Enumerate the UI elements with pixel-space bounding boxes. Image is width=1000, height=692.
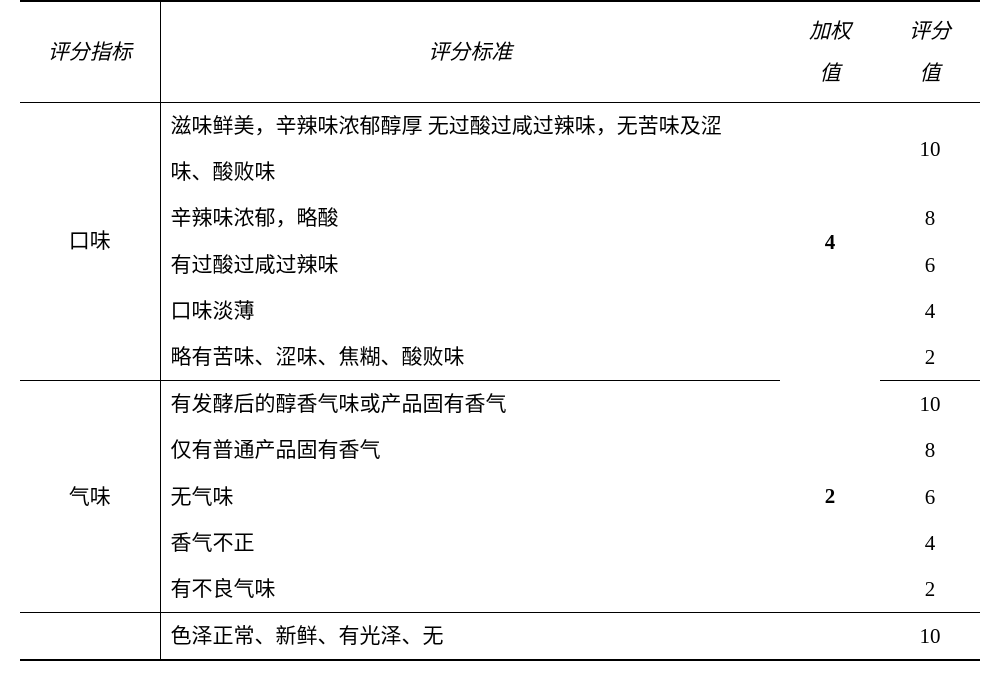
score-cell: 6 [880, 474, 980, 520]
criteria-cell: 味、酸败味 [160, 149, 780, 195]
category-cell: 气味 [20, 381, 160, 613]
header-score: 评分 值 [880, 1, 980, 103]
header-score-line1: 评分 [909, 19, 951, 43]
criteria-cell: 滋味鲜美，辛辣味浓郁醇厚 无过酸过咸过辣味，无苦味及涩 [160, 103, 780, 150]
header-weight: 加权 值 [780, 1, 880, 103]
score-cell: 10 [880, 381, 980, 428]
header-weight-line2: 值 [820, 61, 841, 85]
score-cell: 2 [880, 334, 980, 381]
score-cell: 8 [880, 195, 980, 241]
score-cell: 8 [880, 427, 980, 473]
criteria-cell: 略有苦味、涩味、焦糊、酸败味 [160, 334, 780, 381]
header-criteria: 评分标准 [160, 1, 780, 103]
page: 评分指标 评分标准 加权 值 评分 值 口味 滋味鲜美，辛辣味浓郁醇厚 无过酸过… [0, 0, 1000, 692]
table-row: 口味 滋味鲜美，辛辣味浓郁醇厚 无过酸过咸过辣味，无苦味及涩 4 10 [20, 103, 980, 150]
category-cell: 口味 [20, 103, 160, 381]
score-cell: 6 [880, 242, 980, 288]
criteria-cell: 有过酸过咸过辣味 [160, 242, 780, 288]
criteria-cell: 无气味 [160, 474, 780, 520]
criteria-cell: 辛辣味浓郁，略酸 [160, 195, 780, 241]
criteria-cell: 仅有普通产品固有香气 [160, 427, 780, 473]
table-row: 色泽正常、新鲜、有光泽、无 10 [20, 613, 980, 661]
header-row: 评分指标 评分标准 加权 值 评分 值 [20, 1, 980, 103]
score-cell: 10 [880, 613, 980, 661]
table-row: 气味 有发酵后的醇香气味或产品固有香气 2 10 [20, 381, 980, 428]
weight-cell: 4 [780, 103, 880, 381]
criteria-cell: 有发酵后的醇香气味或产品固有香气 [160, 381, 780, 428]
weight-cell: 2 [780, 381, 880, 613]
header-metric: 评分指标 [20, 1, 160, 103]
score-cell: 10 [880, 103, 980, 196]
weight-cell [780, 613, 880, 661]
header-score-line2: 值 [920, 61, 941, 85]
criteria-cell: 香气不正 [160, 520, 780, 566]
header-weight-line1: 加权 [809, 19, 851, 43]
category-cell [20, 613, 160, 661]
score-cell: 4 [880, 288, 980, 334]
criteria-cell: 色泽正常、新鲜、有光泽、无 [160, 613, 780, 661]
criteria-cell: 口味淡薄 [160, 288, 780, 334]
scoring-table: 评分指标 评分标准 加权 值 评分 值 口味 滋味鲜美，辛辣味浓郁醇厚 无过酸过… [20, 0, 980, 661]
score-cell: 4 [880, 520, 980, 566]
score-cell: 2 [880, 566, 980, 613]
criteria-cell: 有不良气味 [160, 566, 780, 613]
